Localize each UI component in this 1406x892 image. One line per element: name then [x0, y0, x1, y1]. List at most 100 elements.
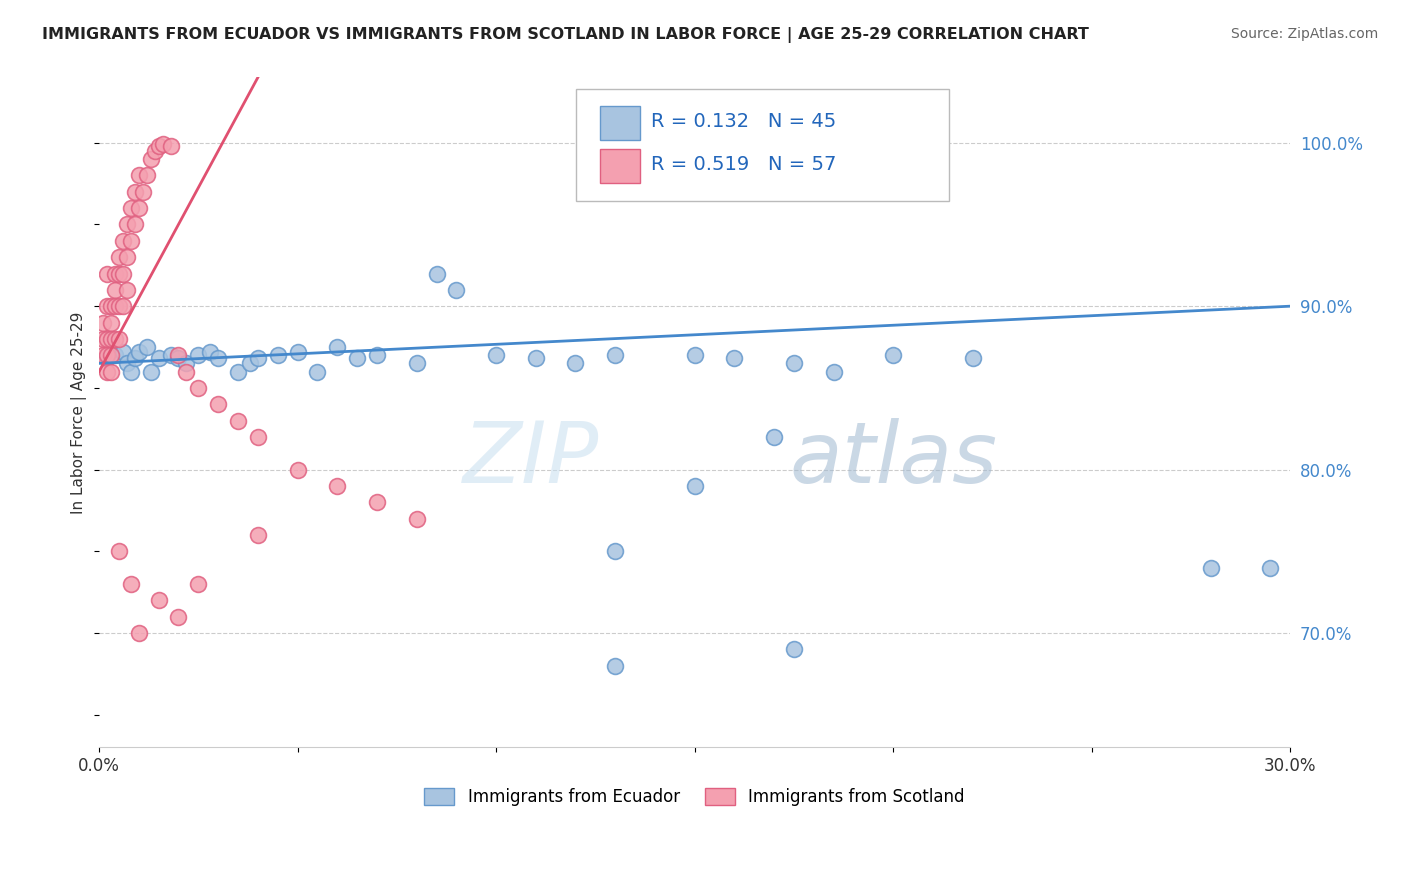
Point: [176, 356, 198, 370]
Point: [120, 365, 142, 379]
Point: [187, 381, 209, 395]
Point: [346, 351, 368, 366]
Point: [104, 348, 127, 362]
Point: [100, 299, 122, 313]
Text: R = 0.132   N = 45: R = 0.132 N = 45: [651, 112, 837, 131]
Point: [115, 218, 138, 232]
Point: [124, 351, 146, 366]
Point: [159, 139, 181, 153]
Point: [605, 544, 627, 558]
Point: [128, 169, 150, 183]
Point: [96, 351, 118, 366]
Point: [207, 351, 229, 366]
Point: [405, 511, 427, 525]
Point: [783, 356, 806, 370]
Point: [207, 397, 229, 411]
Point: [100, 332, 122, 346]
Point: [96, 365, 118, 379]
Point: [120, 234, 142, 248]
Point: [187, 577, 209, 591]
Point: [287, 462, 309, 476]
Point: [366, 348, 388, 362]
Point: [148, 351, 170, 366]
Point: [246, 351, 269, 366]
Point: [104, 332, 127, 346]
Text: atlas: atlas: [790, 417, 998, 500]
Point: [287, 345, 309, 359]
Point: [108, 267, 131, 281]
Point: [683, 348, 706, 362]
Point: [446, 283, 468, 297]
Point: [91, 332, 114, 346]
Point: [104, 267, 127, 281]
Point: [167, 351, 190, 366]
Point: [425, 267, 447, 281]
Point: [246, 528, 269, 542]
Point: [128, 345, 150, 359]
Legend: Immigrants from Ecuador, Immigrants from Scotland: Immigrants from Ecuador, Immigrants from…: [418, 781, 972, 813]
Point: [605, 658, 627, 673]
Text: Source: ZipAtlas.com: Source: ZipAtlas.com: [1230, 27, 1378, 41]
Point: [187, 348, 209, 362]
Point: [564, 356, 586, 370]
Point: [148, 593, 170, 607]
Point: [246, 430, 269, 444]
Point: [307, 365, 329, 379]
Point: [96, 332, 118, 346]
Point: [120, 201, 142, 215]
Point: [128, 201, 150, 215]
Point: [485, 348, 508, 362]
Point: [763, 430, 786, 444]
Point: [1199, 560, 1222, 574]
Point: [200, 345, 222, 359]
Point: [226, 413, 249, 427]
Text: R = 0.519   N = 57: R = 0.519 N = 57: [651, 154, 837, 174]
Point: [882, 348, 904, 362]
Point: [104, 283, 127, 297]
Point: [96, 299, 118, 313]
Point: [143, 144, 166, 158]
Point: [167, 609, 190, 624]
Point: [108, 299, 131, 313]
Point: [96, 267, 118, 281]
Point: [115, 283, 138, 297]
Point: [326, 479, 349, 493]
Point: [683, 479, 706, 493]
Point: [139, 365, 162, 379]
Point: [115, 356, 138, 370]
Y-axis label: In Labor Force | Age 25-29: In Labor Force | Age 25-29: [72, 311, 87, 514]
Point: [167, 348, 190, 362]
Point: [267, 348, 290, 362]
Point: [108, 544, 131, 558]
Text: ZIP: ZIP: [463, 417, 599, 500]
Point: [115, 250, 138, 264]
Point: [124, 185, 146, 199]
Point: [100, 365, 122, 379]
Point: [226, 365, 249, 379]
Point: [96, 348, 118, 362]
Point: [148, 139, 170, 153]
Point: [100, 316, 122, 330]
Point: [104, 299, 127, 313]
Point: [152, 137, 174, 152]
Point: [128, 626, 150, 640]
Point: [723, 351, 745, 366]
Point: [111, 234, 134, 248]
Point: [124, 218, 146, 232]
Point: [91, 316, 114, 330]
Point: [962, 351, 984, 366]
Point: [1258, 560, 1281, 574]
Point: [524, 351, 547, 366]
Point: [326, 340, 349, 354]
Point: [176, 365, 198, 379]
Point: [823, 365, 845, 379]
Point: [132, 185, 155, 199]
Point: [111, 267, 134, 281]
Point: [135, 340, 157, 354]
Text: IMMIGRANTS FROM ECUADOR VS IMMIGRANTS FROM SCOTLAND IN LABOR FORCE | AGE 25-29 C: IMMIGRANTS FROM ECUADOR VS IMMIGRANTS FR…: [42, 27, 1090, 43]
Point: [139, 152, 162, 166]
Point: [108, 250, 131, 264]
Point: [605, 348, 627, 362]
Point: [366, 495, 388, 509]
Point: [111, 299, 134, 313]
